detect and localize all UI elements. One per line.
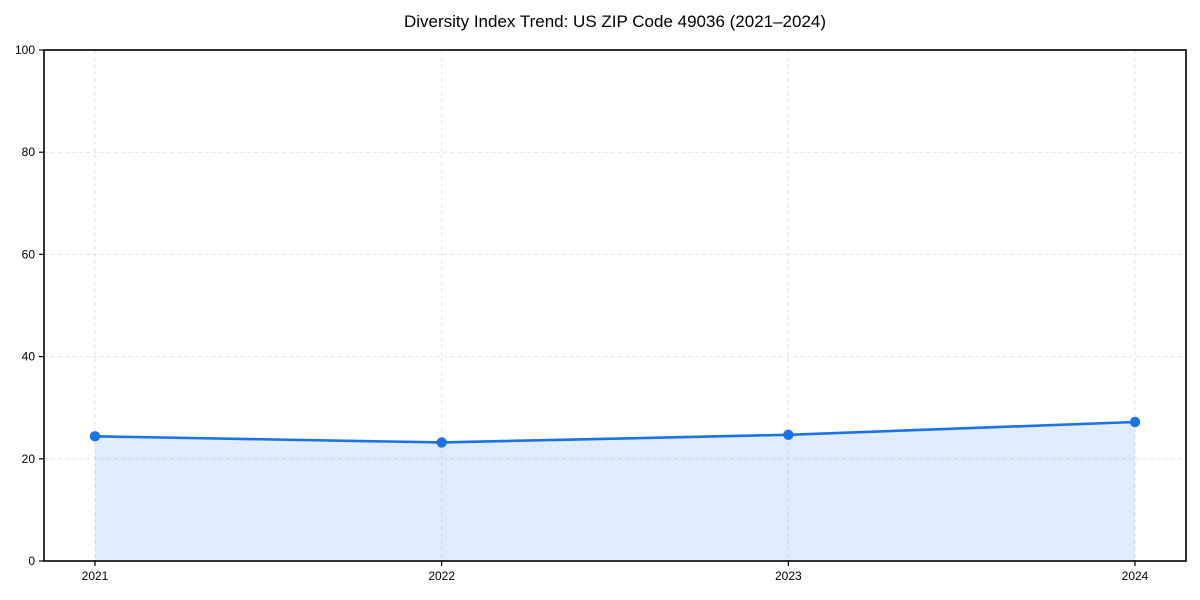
y-tick-label: 80 — [22, 145, 36, 159]
x-tick-label: 2022 — [428, 569, 455, 583]
trend-line — [93, 420, 1137, 444]
area-fill — [95, 422, 1135, 561]
data-point-2023 — [783, 429, 794, 440]
chart-title: Diversity Index Trend: US ZIP Code 49036… — [403, 12, 827, 31]
x-tick-label: 2023 — [775, 569, 802, 583]
y-tick-label: 20 — [22, 452, 36, 466]
x-tick-label: 2024 — [1122, 569, 1149, 583]
data-point-2022 — [436, 437, 447, 448]
data-point-2024 — [1129, 416, 1141, 428]
y-tick-label: 0 — [28, 554, 35, 568]
data-point-2021 — [89, 431, 101, 442]
x-tick-label: 2021 — [82, 569, 109, 583]
y-tick-label: 100 — [15, 43, 35, 57]
y-tick-label: 60 — [22, 247, 36, 261]
axis-frame — [43, 49, 1187, 562]
y-tick-label: 40 — [22, 350, 36, 364]
